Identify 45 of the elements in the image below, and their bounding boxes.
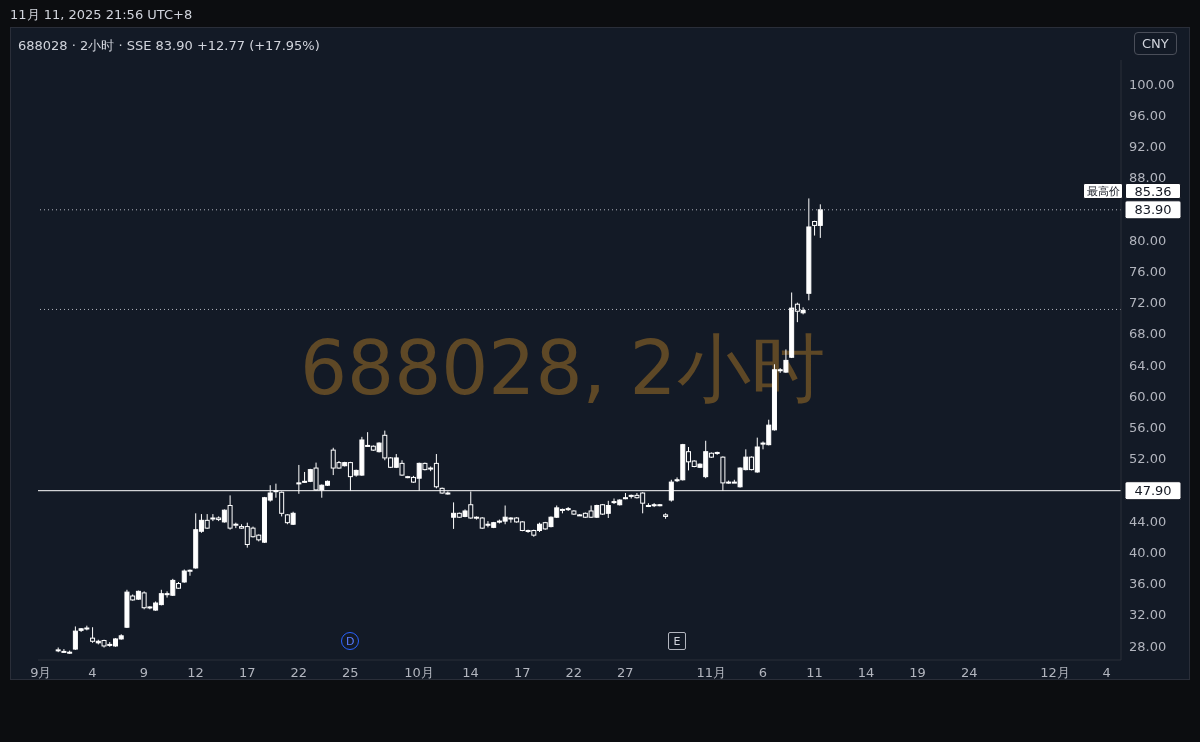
y-tick-label: 72.00 xyxy=(1129,295,1167,311)
y-tick-label: 60.00 xyxy=(1129,388,1167,404)
x-tick-label: 17 xyxy=(513,665,531,681)
chart-title: 688028 · 2小时 · SSE 83.90 +12.77 (+17.95%) xyxy=(18,37,320,55)
y-tick-label: 92.00 xyxy=(1129,139,1167,155)
currency-button: CNY xyxy=(1134,32,1177,55)
y-tick-label: 76.00 xyxy=(1129,264,1167,280)
x-tick-label: 22 xyxy=(290,665,307,681)
x-tick-label: 12月 xyxy=(1040,665,1070,681)
x-tick-label: 25 xyxy=(342,665,359,681)
y-tick-label: 100.00 xyxy=(1129,76,1175,92)
x-tick-label: 4 xyxy=(1102,665,1111,681)
text: 85.36 xyxy=(1125,183,1181,199)
y-tick-label: 40.00 xyxy=(1129,544,1167,560)
x-tick-label: 19 xyxy=(909,665,926,681)
x-tick-label: 11月 xyxy=(696,665,727,681)
x-tick-label: 9月 xyxy=(30,665,52,681)
text: 11月 11, 2025 21:56 UTC+8 xyxy=(10,6,193,24)
y-tick-label: 88.00 xyxy=(1129,170,1167,186)
x-tick-label: 14 xyxy=(857,665,875,681)
x-tick-label: 12 xyxy=(187,665,204,681)
x-tick-label: 22 xyxy=(565,665,583,681)
x-tick-label: 27 xyxy=(617,665,634,681)
x-tick-label: 6 xyxy=(758,665,768,681)
x-tick-label: 4 xyxy=(88,665,97,681)
square-marker: E xyxy=(668,632,686,650)
ref-line-label: 83.90 xyxy=(1134,202,1172,218)
y-tick-label: 80.00 xyxy=(1129,232,1167,248)
x-tick-label: 11 xyxy=(806,665,823,681)
y-tick-label: 96.00 xyxy=(1129,108,1167,124)
x-tick-label: 24 xyxy=(960,665,978,681)
x-tick-label: 10月 xyxy=(404,665,434,681)
y-tick-label: 56.00 xyxy=(1129,420,1167,436)
y-tick-label: 36.00 xyxy=(1129,576,1167,592)
y-tick-label: 68.00 xyxy=(1129,326,1167,342)
ref-line-label: 47.90 xyxy=(1134,483,1172,499)
x-tick-label: 9 xyxy=(139,665,149,681)
y-tick-label: 28.00 xyxy=(1129,638,1167,654)
y-tick-label: 32.00 xyxy=(1129,607,1167,623)
y-tick-label: 64.00 xyxy=(1129,357,1167,373)
y-tick-label: 44.00 xyxy=(1129,513,1167,529)
annotation: 最高价 xyxy=(1083,183,1123,199)
x-tick-label: 17 xyxy=(238,665,256,681)
y-tick-label: 52.00 xyxy=(1129,451,1167,467)
x-tick-label: 14 xyxy=(462,665,479,681)
